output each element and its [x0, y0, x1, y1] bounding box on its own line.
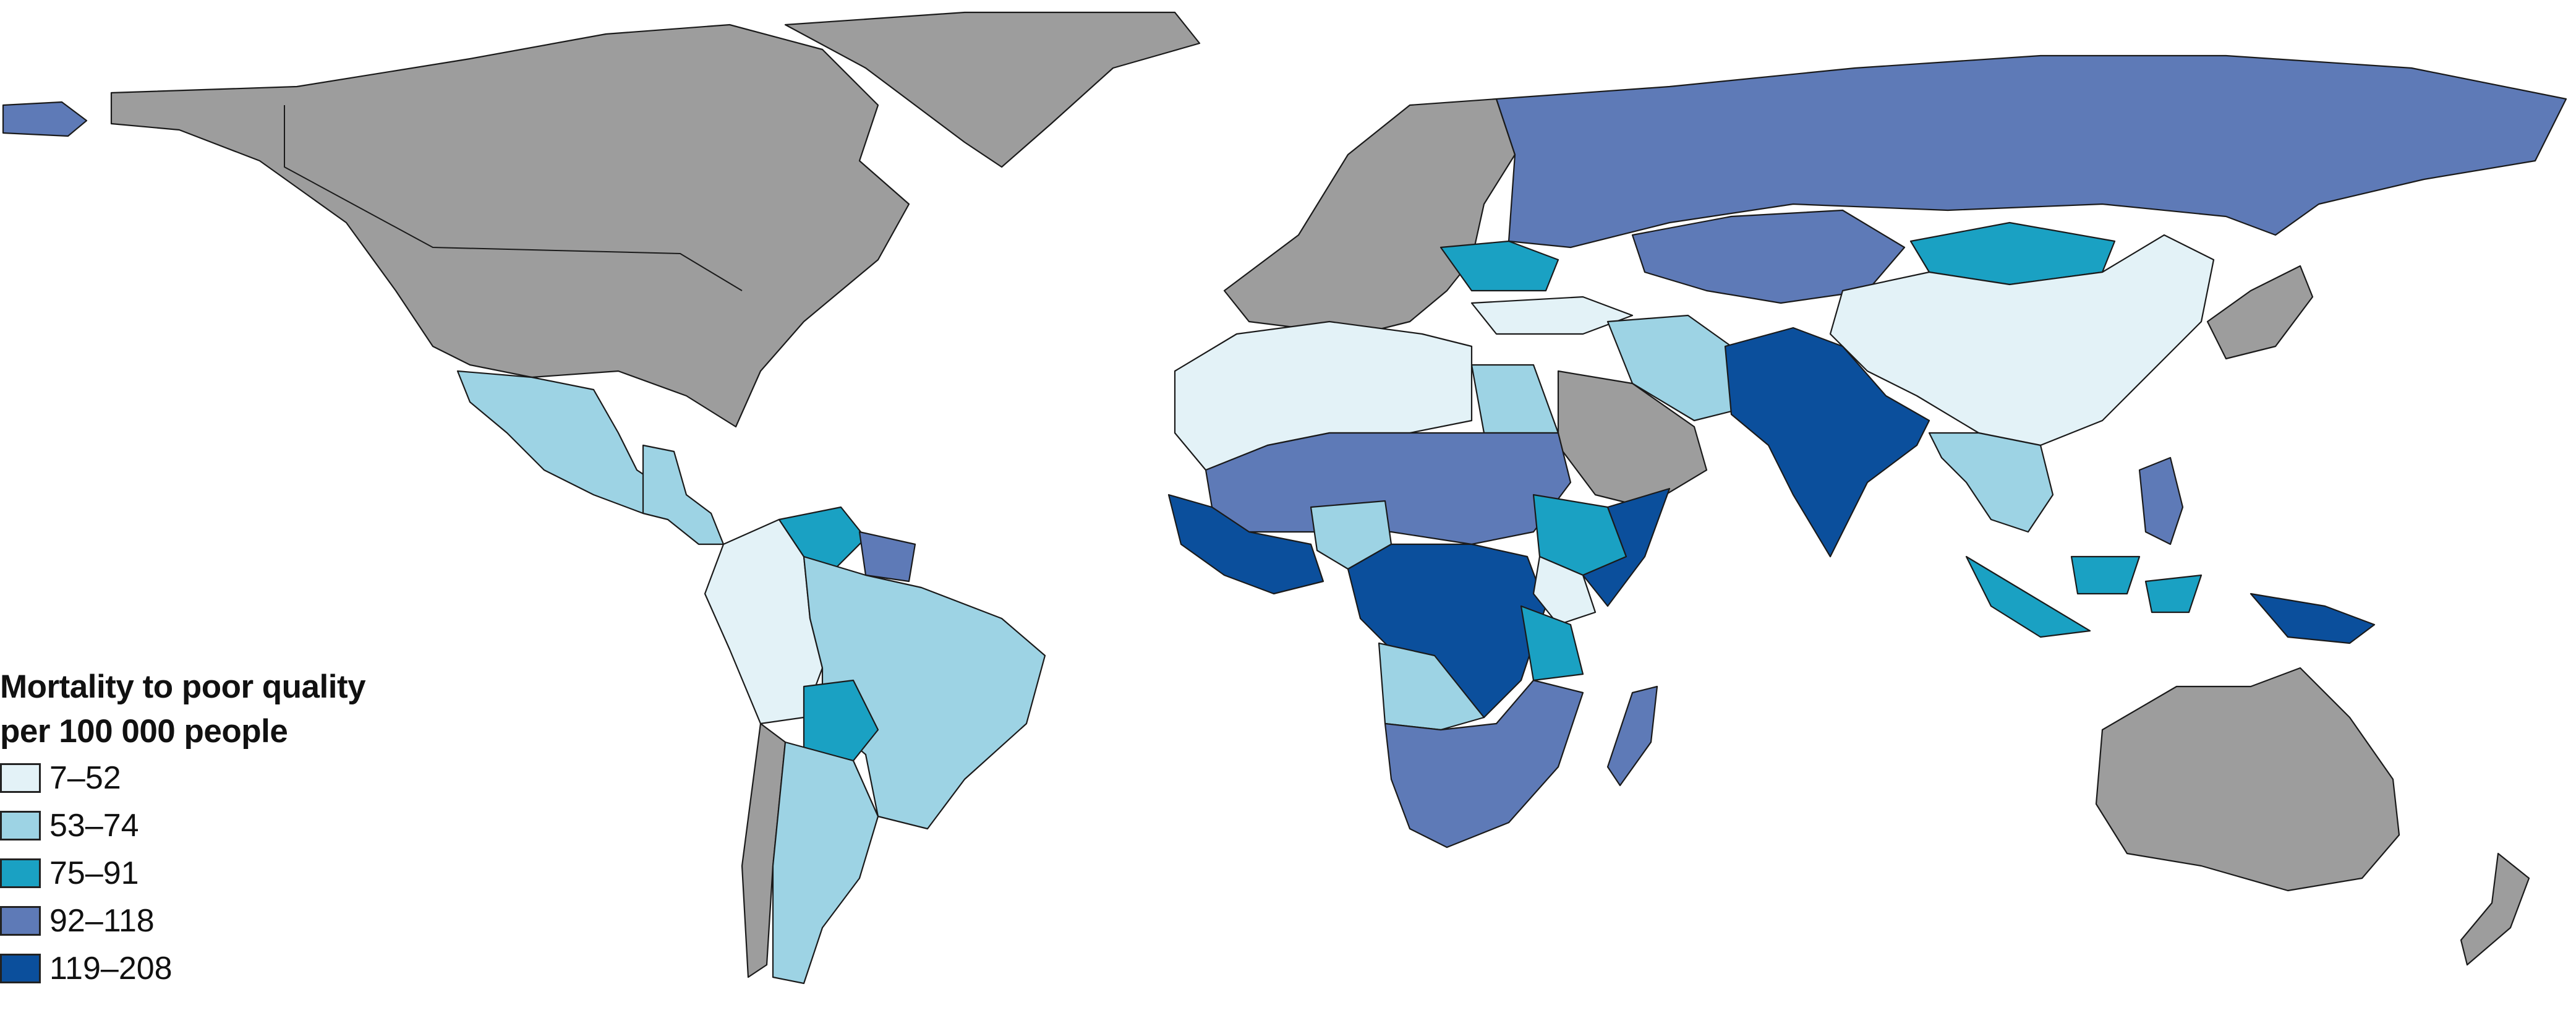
region-argentina [772, 741, 879, 985]
region-ukraine [1439, 240, 1559, 292]
legend: Mortality to poor quality per 100 000 pe… [0, 665, 366, 992]
region-somalia [1582, 487, 1671, 607]
region-southeast-asia [1928, 432, 2054, 533]
region-papua-new-guinea [2250, 592, 2376, 644]
legend-swatch [0, 905, 41, 936]
region-mexico [456, 370, 675, 515]
region-brazil [803, 555, 1046, 830]
region-venezuela [778, 506, 867, 570]
region-angola-zambia [1378, 642, 1485, 731]
region-guyana-suriname [858, 531, 916, 583]
region-australia [2095, 667, 2400, 892]
legend-swatch [0, 858, 41, 888]
region-madagascar [1606, 685, 1658, 787]
region-greenland [784, 11, 1201, 168]
legend-swatch [0, 953, 41, 983]
region-central-africa [1347, 543, 1547, 719]
region-west-africa [1167, 494, 1324, 595]
legend-item: 119–208 [0, 944, 365, 992]
legend-title: Mortality to poor quality per 100 000 pe… [0, 665, 366, 754]
legend-item: 7–52 [0, 754, 365, 802]
region-kenya [1532, 555, 1597, 626]
region-egypt [1470, 364, 1559, 434]
legend-title-line1: Mortality to poor quality [0, 669, 366, 705]
region-afghanistan-pakistan-india [1724, 327, 1930, 558]
region-turkey [1470, 296, 1634, 335]
legend-label: 7–52 [49, 759, 121, 796]
region-southern-africa [1384, 679, 1584, 849]
region-alaska-west-tip [2, 101, 88, 137]
region-bolivia [803, 679, 879, 762]
legend-swatch [0, 810, 41, 840]
legend-item: 75–91 [0, 849, 365, 897]
region-korea-japan [2206, 265, 2314, 360]
region-tanzania [1520, 605, 1584, 682]
region-indonesia [1965, 555, 2203, 638]
region-north-america [110, 24, 910, 428]
region-central-america [642, 444, 725, 545]
region-russia [1495, 54, 2567, 249]
legend-item: 53–74 [0, 802, 365, 849]
region-arabia [1557, 370, 1708, 508]
region-china [1829, 234, 2215, 447]
legend-label: 53–74 [49, 807, 139, 844]
canada-usa-border [284, 105, 743, 291]
region-philippines [2138, 456, 2184, 545]
region-new-zealand [2460, 852, 2530, 966]
legend-label: 75–91 [49, 855, 139, 891]
legend-item: 92–118 [0, 897, 365, 944]
legend-swatch [0, 763, 41, 793]
region-europe [1223, 98, 1516, 335]
legend-label: 119–208 [49, 950, 173, 986]
legend-label: 92–118 [49, 902, 155, 939]
legend-title-line2: per 100 000 people [0, 713, 288, 750]
